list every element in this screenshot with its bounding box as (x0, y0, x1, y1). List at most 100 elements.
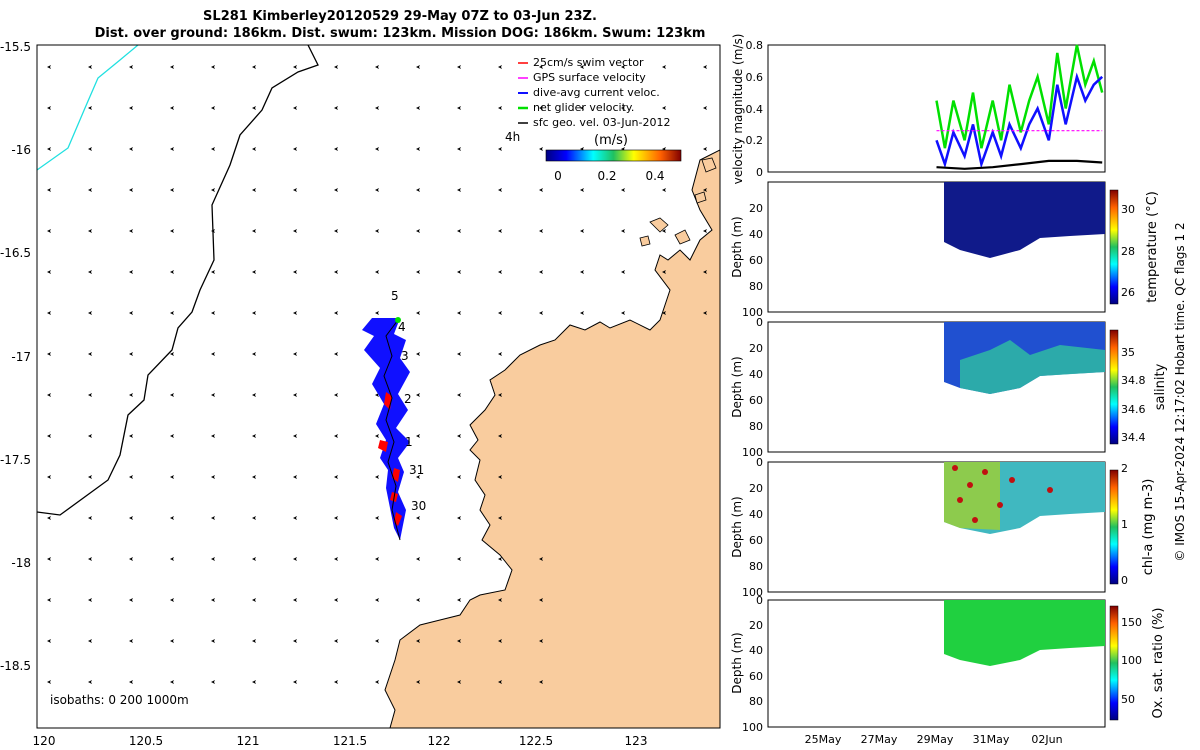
velocity-arrow (293, 434, 297, 438)
chla-y-tick-0: 0 (756, 456, 763, 469)
day-label-2: 2 (404, 392, 412, 406)
velocity-arrow (88, 598, 92, 602)
velocity-frame (767, 44, 1106, 173)
island-cluster (639, 157, 717, 247)
map-x-tick-5: 122.5 (519, 734, 553, 748)
velocity-arrow (703, 147, 707, 151)
velocity-arrow (539, 557, 543, 561)
chla-colorbar (1109, 469, 1119, 585)
day-label-3: 3 (401, 349, 409, 363)
map-y-tick-0: -15.5 (0, 40, 31, 54)
chla-panel: 0 1 2 chl-a (mg m-3) Depth (m) 0 20 40 6… (730, 456, 1156, 599)
velocity-y-ticks: 0 0.2 0.4 0.6 0.8 (746, 39, 764, 179)
velocity-arrow (293, 147, 297, 151)
velocity-arrow (293, 188, 297, 192)
velocity-arrow (334, 311, 338, 315)
velocity-arrow (129, 639, 133, 643)
velocity-arrow (457, 188, 461, 192)
glider-track (362, 317, 410, 541)
temperature-section (944, 182, 1105, 258)
velocity-arrow (47, 147, 51, 151)
velocity-arrow (703, 270, 707, 274)
velocity-arrow (621, 270, 625, 274)
isobath-label: isobaths: 0 200 1000m (50, 693, 189, 707)
salinity-colorbar-ticks: 34.4 34.6 34.8 35 (1121, 346, 1146, 444)
velocity-line-0 (935, 44, 1104, 149)
map-x-tick-3: 121.5 (333, 734, 367, 748)
velocity-arrow (211, 311, 215, 315)
velocity-arrow (47, 352, 51, 356)
velocity-arrow (416, 434, 420, 438)
velocity-arrow (47, 311, 51, 315)
velocity-arrow (375, 147, 379, 151)
velocity-arrow (170, 598, 174, 602)
chla-y-tick-20: 20 (749, 482, 763, 495)
oxygen-colorbar (1109, 605, 1119, 721)
velocity-arrow (129, 557, 133, 561)
velocity-arrow (129, 188, 133, 192)
velocity-arrow (47, 270, 51, 274)
temperature-y-tick-40: 40 (749, 228, 763, 241)
chla-hotspot (997, 502, 1003, 508)
chla-hotspot (1047, 487, 1053, 493)
salinity-colorbar (1109, 329, 1119, 445)
map-colorbar-ticks: 0 0.2 0.4 (554, 169, 664, 183)
temperature-colorbar-label: temperature (°C) (1145, 191, 1160, 303)
velocity-arrow (88, 475, 92, 479)
velocity-panel: 0 0.2 0.4 0.6 0.8 velocity magnitude (m/… (731, 34, 1106, 184)
map-colorbar-title: (m/s) (594, 133, 628, 148)
velocity-arrow (252, 311, 256, 315)
velocity-arrow (375, 680, 379, 684)
velocity-arrow (252, 352, 256, 356)
land-mass (384, 149, 720, 728)
velocity-arrow (375, 475, 379, 479)
velocity-arrow (703, 106, 707, 110)
velocity-arrow (170, 229, 174, 233)
velocity-arrow (580, 65, 584, 69)
velocity-arrow (88, 311, 92, 315)
salinity-colorbar-label: salinity (1153, 363, 1168, 410)
salinity-cb-tick-1: 34.6 (1121, 403, 1146, 416)
oxygen-panel: 50 100 150 Ox. sat. ratio (%) Depth (m) … (730, 594, 1166, 734)
velocity-arrow (580, 229, 584, 233)
map-y-tick-6: -18.5 (0, 659, 31, 673)
map-legend: 25cm/s swim vector GPS surface velocity … (518, 56, 670, 129)
velocity-arrow (252, 270, 256, 274)
velocity-y-tick-1: 0.2 (746, 134, 764, 147)
velocity-arrow (334, 434, 338, 438)
velocity-arrow (252, 680, 256, 684)
velocity-arrow (457, 393, 461, 397)
salinity-y-tick-0: 0 (756, 316, 763, 329)
velocity-arrow (580, 270, 584, 274)
salinity-y-tick-60: 60 (749, 394, 763, 407)
velocity-arrow (293, 557, 297, 561)
velocity-arrow (334, 598, 338, 602)
velocity-arrow (416, 475, 420, 479)
map-y-tick-3: -17 (11, 350, 31, 364)
velocity-arrow (375, 598, 379, 602)
salinity-cb-tick-3: 35 (1121, 346, 1135, 359)
temperature-y-tick-60: 60 (749, 254, 763, 267)
velocity-arrow (334, 639, 338, 643)
velocity-arrow (457, 557, 461, 561)
legend-swim-vector: 25cm/s swim vector (533, 56, 644, 69)
velocity-arrow (293, 352, 297, 356)
time-axis-ticks: 25May 27May 29May 31May 02Jun (805, 733, 1063, 746)
velocity-arrow (416, 270, 420, 274)
chart-title-line1: SL281 Kimberley20120529 29-May 07Z to 03… (203, 9, 597, 24)
salinity-cb-tick-0: 34.4 (1121, 431, 1146, 444)
velocity-arrow (211, 639, 215, 643)
velocity-y-tick-0: 0 (756, 166, 763, 179)
velocity-arrow (334, 393, 338, 397)
velocity-arrow (170, 188, 174, 192)
time-tick-25may: 25May (805, 733, 842, 746)
velocity-arrow (498, 106, 502, 110)
map-colorbar-tick-1: 0.2 (597, 169, 616, 183)
velocity-arrow (252, 598, 256, 602)
velocity-arrow (252, 106, 256, 110)
map-y-tick-5: -18 (11, 556, 31, 570)
salinity-section-high (960, 340, 1105, 394)
map-colorbar-tick-0: 0 (554, 169, 562, 183)
velocity-arrow (129, 106, 133, 110)
velocity-arrow (211, 147, 215, 151)
